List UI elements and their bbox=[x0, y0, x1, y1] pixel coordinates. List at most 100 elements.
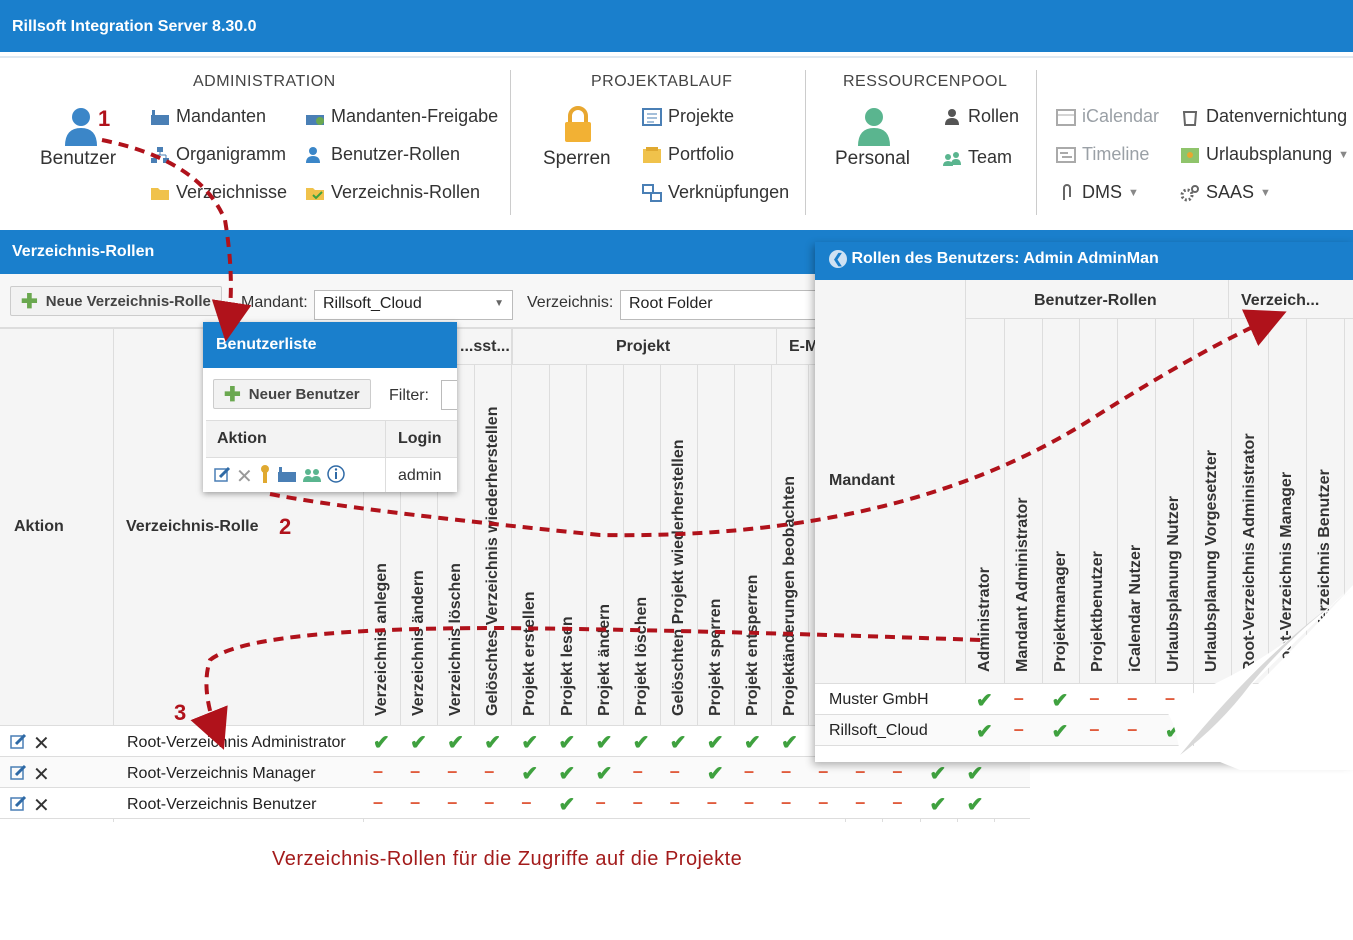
dash-icon[interactable]: – bbox=[410, 761, 421, 781]
verzeichnis-select[interactable]: Root Folder bbox=[620, 290, 816, 320]
projekte-button[interactable]: Projekte bbox=[642, 106, 734, 127]
check-icon[interactable]: ✔ bbox=[966, 763, 984, 785]
rollen-button[interactable]: Rollen bbox=[942, 106, 1019, 127]
check-icon[interactable]: ✔ bbox=[744, 732, 761, 754]
dash-icon[interactable]: – bbox=[706, 792, 717, 812]
dash-icon[interactable]: – bbox=[595, 792, 606, 812]
dash-icon[interactable]: – bbox=[1013, 688, 1024, 708]
dash-icon[interactable]: – bbox=[855, 792, 866, 812]
benutzer-rollen-button[interactable]: Benutzer-Rollen bbox=[305, 144, 460, 165]
dash-icon[interactable]: – bbox=[818, 761, 829, 781]
dash-icon[interactable]: – bbox=[781, 792, 792, 812]
check-icon[interactable]: ✔ bbox=[373, 732, 390, 754]
check-icon[interactable]: ✔ bbox=[410, 732, 427, 754]
back-icon[interactable]: ❮ bbox=[829, 250, 847, 268]
delete-icon[interactable]: ✕ bbox=[33, 794, 50, 817]
mandanten-freigabe-button[interactable]: Mandanten-Freigabe bbox=[305, 106, 498, 127]
dash-icon[interactable]: – bbox=[1089, 719, 1100, 739]
sperren-button[interactable]: Sperren bbox=[543, 148, 611, 169]
person-big-icon bbox=[857, 106, 891, 151]
check-icon[interactable]: ✔ bbox=[558, 763, 576, 785]
dash-icon[interactable]: – bbox=[669, 761, 680, 781]
check-icon[interactable]: ✔ bbox=[929, 794, 947, 816]
edit-icon[interactable] bbox=[9, 794, 27, 817]
dash-icon[interactable]: – bbox=[744, 761, 755, 781]
check-icon[interactable]: ✔ bbox=[558, 794, 576, 816]
mandanten-button[interactable]: Mandanten bbox=[150, 106, 266, 127]
dash-icon[interactable]: – bbox=[855, 761, 866, 781]
dash-icon[interactable]: – bbox=[373, 792, 384, 812]
role-name[interactable]: Root-Verzeichnis Benutzer bbox=[127, 796, 317, 813]
new-verzeichnis-rolle-button[interactable]: ✚ Neue Verzeichnis-Rolle bbox=[10, 286, 222, 316]
mandant-select[interactable]: Rillsoft_Cloud ▼ bbox=[314, 290, 513, 320]
edit-icon[interactable] bbox=[213, 465, 231, 488]
team-icon[interactable] bbox=[302, 465, 322, 488]
dash-icon[interactable]: – bbox=[781, 761, 792, 781]
check-icon[interactable]: ✔ bbox=[595, 732, 613, 754]
dash-icon[interactable]: – bbox=[632, 792, 643, 812]
dash-icon[interactable]: – bbox=[1013, 719, 1024, 739]
edit-icon[interactable] bbox=[9, 732, 27, 755]
check-icon[interactable]: ✔ bbox=[929, 763, 947, 785]
check-icon[interactable]: ✔ bbox=[484, 732, 502, 754]
check-icon[interactable]: ✔ bbox=[521, 763, 539, 785]
info-icon[interactable] bbox=[327, 465, 345, 488]
dash-icon[interactable]: – bbox=[1127, 688, 1138, 708]
role-name[interactable]: Root-Verzeichnis Manager bbox=[127, 765, 316, 782]
saas-button[interactable]: SAAS ▼ bbox=[1180, 182, 1271, 203]
check-icon[interactable]: ✔ bbox=[447, 732, 464, 754]
check-icon[interactable]: ✔ bbox=[521, 732, 539, 754]
check-icon[interactable]: ✔ bbox=[558, 732, 576, 754]
filter-input[interactable] bbox=[441, 380, 457, 410]
personal-button[interactable]: Personal bbox=[835, 148, 910, 169]
portfolio-button[interactable]: Portfolio bbox=[642, 144, 734, 165]
user-login-cell[interactable]: admin bbox=[398, 467, 442, 484]
check-icon[interactable]: ✔ bbox=[1051, 721, 1069, 743]
dash-icon[interactable]: – bbox=[632, 761, 643, 781]
dash-icon[interactable]: – bbox=[484, 792, 495, 812]
key-icon[interactable] bbox=[258, 464, 272, 489]
dash-icon[interactable]: – bbox=[521, 792, 532, 812]
dash-icon[interactable]: – bbox=[892, 792, 903, 812]
dash-icon[interactable]: – bbox=[892, 761, 903, 781]
dash-icon[interactable]: – bbox=[1089, 688, 1100, 708]
delete-icon[interactable]: ✕ bbox=[33, 763, 50, 786]
dash-icon[interactable]: – bbox=[410, 792, 421, 812]
dms-button[interactable]: DMS ▼ bbox=[1056, 182, 1139, 203]
timeline-button[interactable]: Timeline bbox=[1056, 144, 1149, 165]
check-icon[interactable]: ✔ bbox=[976, 721, 993, 743]
check-icon[interactable]: ✔ bbox=[595, 763, 613, 785]
dash-icon[interactable]: – bbox=[744, 792, 755, 812]
edit-icon[interactable] bbox=[9, 763, 27, 786]
delete-icon[interactable]: ✕ bbox=[236, 466, 253, 488]
dash-icon[interactable]: – bbox=[447, 792, 458, 812]
new-user-button[interactable]: ✚ Neuer Benutzer bbox=[213, 379, 371, 409]
check-icon[interactable]: ✔ bbox=[669, 732, 687, 754]
check-icon[interactable]: ✔ bbox=[706, 763, 724, 785]
factory-icon[interactable] bbox=[277, 465, 297, 488]
delete-icon[interactable]: ✕ bbox=[33, 732, 50, 755]
verzeichnis-rollen-button[interactable]: Verzeichnis-Rollen bbox=[305, 182, 480, 203]
verknuepfungen-button[interactable]: Verknüpfungen bbox=[642, 182, 789, 203]
benutzer-button[interactable]: Benutzer bbox=[40, 148, 117, 169]
verzeichnisse-button[interactable]: Verzeichnisse bbox=[150, 182, 287, 203]
urlaubsplanung-button[interactable]: Urlaubsplanung ▼ bbox=[1180, 144, 1349, 165]
check-icon[interactable]: ✔ bbox=[966, 794, 984, 816]
check-icon[interactable]: ✔ bbox=[706, 732, 724, 754]
icalendar-button[interactable]: iCalendar bbox=[1056, 106, 1159, 127]
check-icon[interactable]: ✔ bbox=[976, 690, 993, 712]
organigramm-button[interactable]: Organigramm bbox=[150, 144, 286, 165]
datenvernichtung-button[interactable]: Datenvernichtung bbox=[1180, 106, 1347, 127]
dash-icon[interactable]: – bbox=[818, 792, 829, 812]
check-icon[interactable]: ✔ bbox=[1051, 690, 1069, 712]
dash-icon[interactable]: – bbox=[669, 792, 680, 812]
team-button[interactable]: Team bbox=[942, 147, 1012, 168]
check-icon[interactable]: ✔ bbox=[632, 732, 650, 754]
dash-icon[interactable]: – bbox=[1127, 719, 1138, 739]
role-name[interactable]: Root-Verzeichnis Administrator bbox=[127, 734, 346, 751]
dash-icon[interactable]: – bbox=[484, 761, 495, 781]
dash-icon[interactable]: – bbox=[1165, 688, 1176, 708]
check-icon[interactable]: ✔ bbox=[781, 732, 798, 754]
dash-icon[interactable]: – bbox=[373, 761, 384, 781]
dash-icon[interactable]: – bbox=[447, 761, 458, 781]
